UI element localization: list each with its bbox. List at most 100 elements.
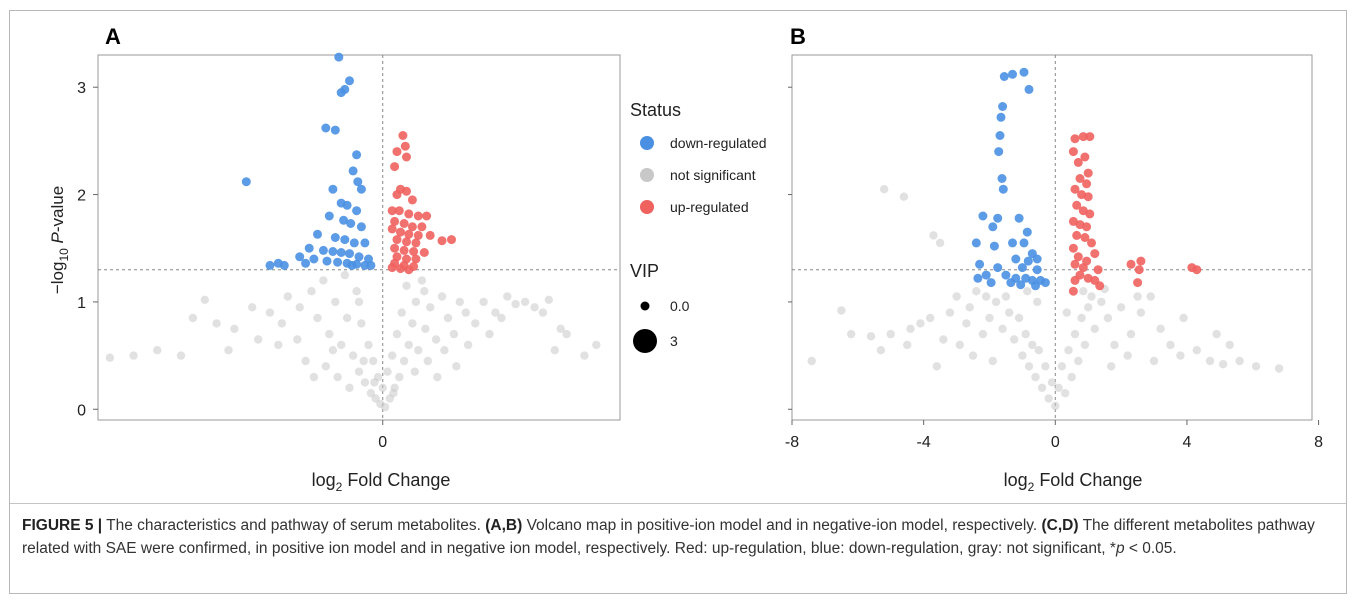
panel-b-point-not-significant — [1107, 362, 1116, 371]
panel-a-point-not-significant — [230, 324, 239, 333]
panel-a-point-not-significant — [331, 297, 340, 307]
panel-a-point-not-significant — [383, 367, 392, 376]
panel-a-point-down — [347, 260, 357, 270]
panel-a-point-not-significant — [359, 356, 368, 366]
panel-a-point-not-significant — [176, 351, 186, 360]
panel-b-point-not-significant — [962, 319, 971, 328]
panel-a-point-up — [419, 248, 429, 257]
panel-b-point-up — [1192, 265, 1202, 275]
panel-a: A 0 1 2 3 0 −log10 P-value log2 Fold Change — [48, 24, 621, 494]
panel-b-point-not-significant — [935, 238, 945, 248]
panel-b-point-not-significant — [1028, 340, 1037, 350]
panel-a-point-not-significant — [399, 356, 409, 366]
panel-b-point-not-significant — [1212, 329, 1221, 339]
panel-a-point-not-significant — [388, 351, 397, 360]
panel-a-point-not-significant — [479, 297, 488, 307]
panel-b-point-not-significant — [1044, 394, 1053, 403]
panel-a-point-not-significant — [440, 346, 449, 355]
panel-a-point-down — [265, 260, 275, 270]
panel-b-point-up — [1073, 252, 1083, 262]
panel-b-point-not-significant — [1062, 308, 1072, 317]
panel-b-point-not-significant — [1051, 401, 1060, 411]
legend-vip-title: VIP — [630, 261, 659, 281]
panel-a-point-not-significant — [342, 313, 352, 323]
panel-b-point-not-significant — [1023, 287, 1032, 296]
panel-b-point-not-significant — [866, 332, 876, 341]
panel-b-point-not-significant — [1192, 346, 1202, 355]
panel-a-point-up — [404, 265, 414, 275]
panel-a-point-not-significant — [544, 295, 553, 304]
panel-a-point-down — [313, 229, 322, 239]
panel-a-point-not-significant — [452, 362, 461, 371]
panel-b: B -8 -4 0 4 8 log2 Fold Change — [785, 24, 1323, 494]
panel-a-plot-frame — [97, 54, 621, 421]
panel-a-point-down — [348, 166, 358, 176]
legend-item-down-regulated: down-regulated — [640, 135, 767, 151]
panel-a-point-not-significant — [337, 340, 346, 350]
panel-b-point-not-significant — [972, 287, 981, 296]
panel-b-point-down — [981, 270, 991, 280]
legend-item-not-significant: not significant — [640, 167, 756, 183]
panel-b-point-down — [1006, 278, 1016, 288]
panel-a-point-down — [349, 238, 359, 248]
panel-a-point-up — [425, 230, 435, 240]
panel-b-point-down — [1014, 213, 1024, 223]
panel-b-point-not-significant — [1070, 329, 1080, 339]
panel-b-point-down — [1024, 84, 1034, 94]
panel-a-point-down — [356, 184, 366, 194]
panel-a-point-up — [404, 209, 414, 219]
panel-a-point-not-significant — [408, 319, 417, 328]
panel-a-point-not-significant — [212, 319, 221, 328]
panel-b-point-down — [998, 184, 1008, 194]
panel-b-point-not-significant — [1090, 324, 1100, 333]
panel-b-point-up — [1078, 263, 1088, 273]
panel-b-point-not-significant — [1116, 303, 1126, 312]
legend-status-title: Status — [630, 100, 681, 120]
panel-b-point-down — [1008, 238, 1017, 248]
panel-b-x-tick-label: 0 — [1051, 434, 1060, 451]
legend-vip-large-label: 3 — [670, 333, 678, 349]
figure-caption: FIGURE 5 | The characteristics and pathw… — [22, 514, 1332, 560]
caption-text-3: The different metabolites pathway relate… — [22, 517, 1315, 557]
panel-b-point-down — [978, 211, 988, 221]
panel-a-point-not-significant — [328, 346, 338, 355]
panel-b-point-not-significant — [1176, 351, 1185, 360]
panel-a-point-not-significant — [105, 353, 115, 362]
panel-b-point-down — [993, 263, 1003, 273]
panel-b-point-not-significant — [1205, 356, 1215, 366]
panel-a-point-not-significant — [254, 335, 263, 344]
panel-b-point-not-significant — [968, 351, 978, 360]
panel-b-point-not-significant — [955, 340, 964, 350]
panel-b-point-up — [1134, 265, 1144, 275]
panel-a-point-not-significant — [224, 346, 233, 355]
panel-b-point-not-significant — [945, 308, 955, 317]
legend-label-ns: not significant — [670, 167, 756, 183]
panel-a-point-not-significant — [503, 292, 512, 301]
panel-a-point-up — [394, 206, 404, 216]
panel-a-point-not-significant — [463, 340, 473, 350]
panel-b-point-down — [998, 102, 1008, 111]
panel-a-point-down — [352, 206, 362, 216]
panel-a-x-tick-label: 0 — [378, 434, 387, 451]
panel-b-point-not-significant — [1033, 297, 1042, 307]
panel-b-point-down — [997, 174, 1007, 183]
panel-a-point-down — [304, 243, 314, 253]
panel-b-point-not-significant — [1057, 362, 1067, 371]
panel-a-point-not-significant — [449, 329, 459, 339]
panel-a-point-up — [402, 152, 411, 162]
panel-a-point-not-significant — [188, 313, 198, 323]
panel-b-point-up — [1073, 157, 1083, 167]
panel-b-point-not-significant — [1251, 362, 1261, 371]
panel-b-point-not-significant — [1018, 351, 1027, 360]
panel-b-plot-frame — [791, 54, 1313, 421]
panel-b-point-up — [1070, 275, 1080, 285]
panel-a-y-axis-label: −log10 P-value — [48, 186, 71, 294]
legend-swatch-down — [640, 136, 654, 150]
panel-a-point-down — [324, 211, 334, 221]
panel-b-point-not-significant — [1067, 372, 1076, 382]
panel-a-point-up — [404, 229, 414, 239]
panel-a-point-not-significant — [471, 319, 480, 328]
panel-a-point-down — [330, 125, 340, 135]
legend-vip-large — [633, 329, 657, 353]
